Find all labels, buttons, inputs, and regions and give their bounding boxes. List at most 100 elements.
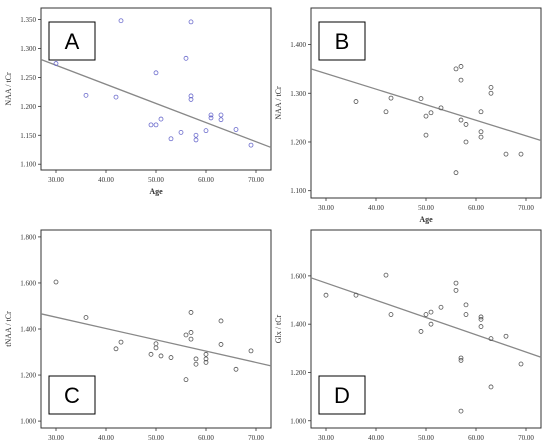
data-point	[388, 95, 394, 101]
data-point	[383, 272, 389, 278]
data-point	[323, 292, 329, 298]
x-tick-label: 70.00	[248, 176, 264, 184]
data-point	[353, 99, 359, 104]
y-tick-label: 1.150	[20, 132, 36, 140]
x-axis-label: Age	[149, 187, 163, 196]
data-point	[438, 105, 444, 111]
x-tick-label: 60.00	[468, 204, 484, 212]
data-point	[388, 312, 394, 317]
data-point	[218, 342, 224, 347]
data-point	[423, 312, 429, 317]
panel-a: 30.00 40.00 50.00 60.00 70.00 1.100 1.150 1.200…	[4, 7, 272, 196]
y-tick-label: 1.350	[20, 16, 36, 24]
data-point	[53, 61, 59, 66]
data-point	[113, 94, 119, 100]
x-tick-label: 30.00	[318, 434, 334, 442]
data-point	[488, 384, 494, 390]
data-point	[83, 92, 89, 98]
data-point	[193, 132, 199, 138]
data-point	[188, 336, 194, 342]
x-axis-label: Age	[419, 215, 433, 224]
data-point	[353, 292, 359, 298]
data-point	[458, 77, 464, 83]
data-point	[218, 117, 224, 123]
data-point	[463, 139, 469, 145]
data-point	[503, 333, 509, 339]
data-point	[458, 355, 464, 361]
data-point	[148, 122, 154, 128]
x-tick-label: 30.00	[48, 434, 64, 442]
data-point	[178, 129, 184, 135]
data-point	[478, 109, 484, 115]
data-point	[453, 66, 459, 72]
data-point	[233, 366, 239, 372]
x-tick-label: 40.00	[368, 204, 384, 212]
regression-line	[40, 313, 272, 367]
data-point	[518, 151, 524, 157]
data-point	[153, 122, 159, 128]
panel-label: B	[335, 29, 350, 54]
y-tick-label: 1.000	[20, 418, 36, 426]
data-point	[418, 329, 424, 334]
x-tick-label: 70.00	[518, 204, 534, 212]
data-point	[153, 70, 159, 76]
panel-label: C	[64, 383, 80, 408]
data-point	[203, 359, 209, 365]
y-tick-label: 1.600	[290, 272, 306, 280]
x-tick-label: 40.00	[368, 434, 384, 442]
data-point	[113, 346, 119, 352]
data-point	[488, 85, 494, 90]
data-point	[503, 151, 509, 157]
data-point	[118, 18, 124, 24]
data-point	[478, 129, 484, 135]
x-tick-label: 40.00	[98, 434, 114, 442]
data-point	[148, 351, 154, 357]
data-point	[158, 353, 164, 359]
data-point	[188, 310, 194, 315]
data-point	[383, 109, 389, 115]
panel-label-box	[48, 21, 96, 61]
panel-b: 30.00 40.00 50.00 60.00 70.00 1.100 1.200 1.300…	[274, 7, 542, 224]
data-point	[463, 122, 469, 127]
data-point	[183, 377, 189, 383]
panel-label: D	[334, 383, 350, 408]
x-tick-label: 50.00	[148, 434, 164, 442]
data-point	[168, 355, 174, 360]
data-point	[208, 115, 214, 121]
y-axis-label: Glx / tCr	[274, 314, 283, 343]
data-point	[453, 287, 459, 293]
regression-line	[310, 277, 542, 358]
data-point	[518, 361, 524, 367]
data-point	[463, 302, 469, 308]
data-point	[183, 55, 189, 61]
y-tick-label: 1.400	[290, 321, 306, 329]
data-point	[428, 110, 434, 116]
y-tick-label: 1.300	[290, 90, 306, 98]
y-tick-label: 1.400	[290, 41, 306, 49]
y-axis-label: NAA / tCr	[4, 72, 13, 106]
data-point	[428, 321, 434, 327]
y-axis-label: tNAA / tCr	[4, 311, 13, 347]
y-tick-label: 1.200	[290, 369, 306, 377]
panel-label: A	[65, 29, 80, 54]
y-tick-label: 1.400	[20, 326, 36, 334]
y-tick-label: 1.250	[20, 74, 36, 82]
x-tick-label: 60.00	[198, 176, 214, 184]
data-point	[153, 345, 159, 351]
data-point	[218, 318, 224, 324]
data-point	[478, 316, 484, 322]
data-point	[208, 112, 214, 118]
x-tick-label: 50.00	[418, 434, 434, 442]
y-tick-label: 1.300	[20, 45, 36, 53]
panel-label-box	[48, 375, 96, 415]
data-point	[248, 142, 254, 148]
data-point	[423, 132, 429, 138]
panel-label-box	[318, 21, 366, 61]
data-point	[203, 128, 209, 134]
data-point	[53, 279, 59, 285]
data-point	[83, 315, 89, 320]
x-tick-label: 30.00	[318, 204, 334, 212]
y-tick-label: 1.100	[290, 187, 306, 195]
regression-line	[40, 58, 272, 149]
